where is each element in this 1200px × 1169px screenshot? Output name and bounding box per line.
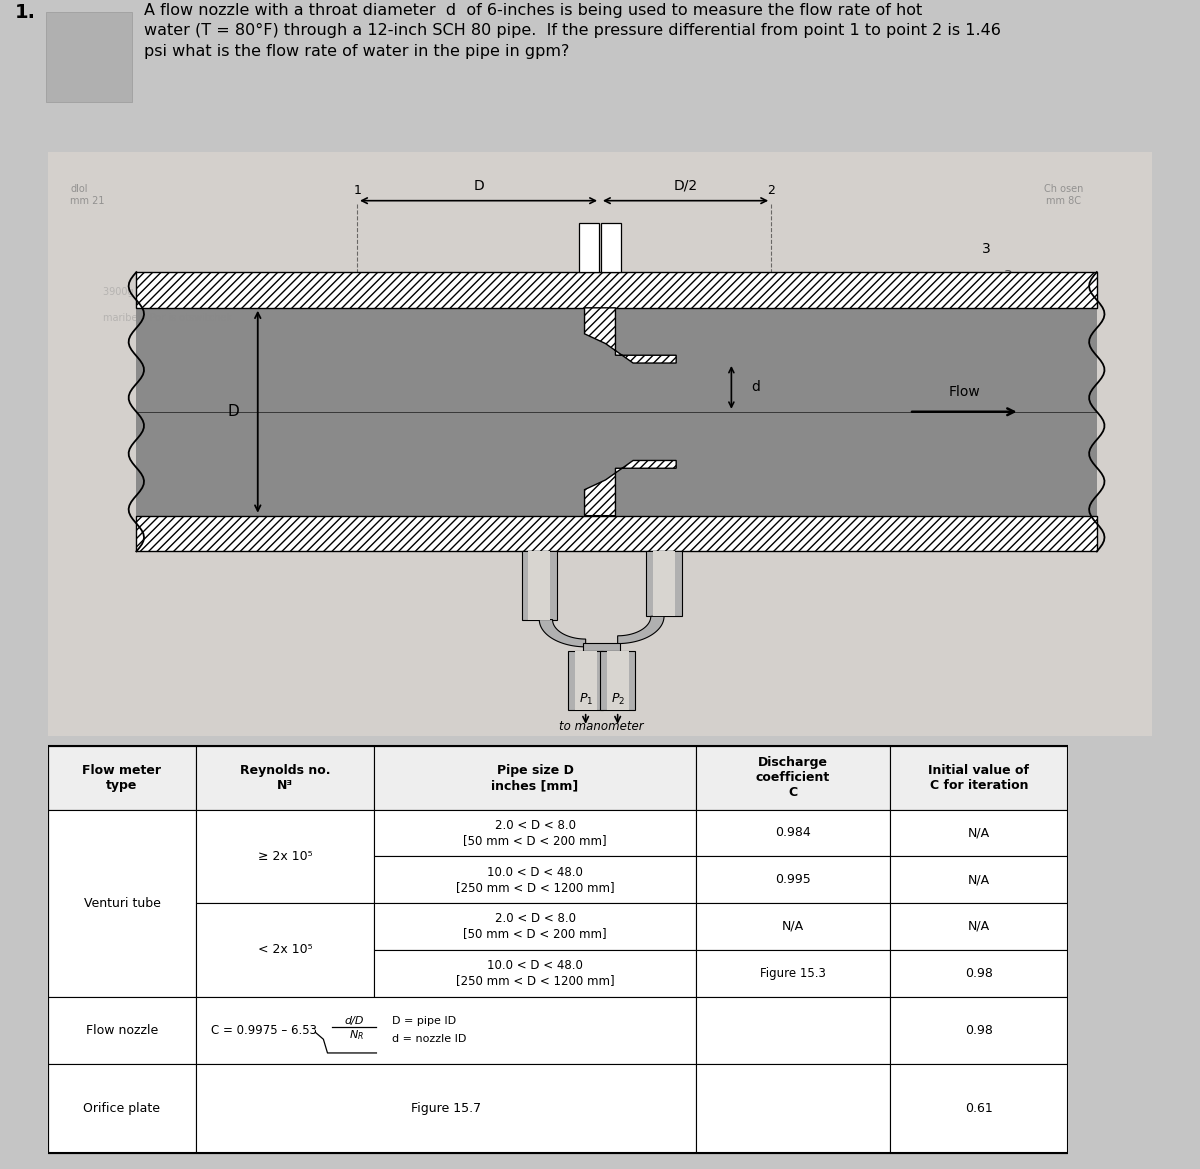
Text: 0.98: 0.98	[965, 967, 992, 980]
Text: 3: 3	[1004, 269, 1013, 283]
Bar	[196, 997, 696, 1064]
Text: D: D	[228, 404, 239, 420]
Text: $P_2$: $P_2$	[611, 692, 625, 706]
Bar	[889, 1064, 1068, 1153]
Text: Pipe size D
inches [mm]: Pipe size D inches [mm]	[492, 765, 578, 791]
Text: N/A: N/A	[781, 920, 804, 933]
Text: d/D: d/D	[344, 1016, 364, 1025]
Text: 3: 3	[982, 242, 991, 256]
Bar	[696, 1064, 889, 1153]
Bar	[196, 902, 374, 997]
Text: Figure 15.7: Figure 15.7	[410, 1102, 481, 1115]
Bar	[889, 997, 1068, 1064]
Bar	[696, 949, 889, 997]
Bar	[137, 307, 1097, 516]
Bar	[696, 856, 889, 902]
Text: Flow: Flow	[948, 385, 980, 399]
Bar	[374, 747, 696, 809]
Text: 2.0 < D < 8.0
[50 mm < D < 200 mm]: 2.0 < D < 8.0 [50 mm < D < 200 mm]	[463, 913, 607, 940]
Bar	[583, 643, 620, 651]
Bar	[889, 856, 1068, 902]
Bar	[137, 272, 1097, 307]
Bar	[48, 809, 196, 997]
Text: Initial value of
C for iteration: Initial value of C for iteration	[929, 765, 1030, 791]
Text: 2.0 < D < 8.0
[50 mm < D < 200 mm]: 2.0 < D < 8.0 [50 mm < D < 200 mm]	[463, 819, 607, 846]
Bar	[580, 223, 599, 272]
Text: 1.: 1.	[14, 4, 36, 22]
Bar	[196, 747, 374, 809]
Text: 3900g pitfosteobyl piso: 3900g pitfosteobyl piso	[103, 286, 218, 297]
Bar	[374, 856, 696, 902]
Bar	[647, 552, 682, 616]
Text: 1: 1	[353, 185, 361, 198]
Bar	[196, 809, 374, 902]
Bar	[889, 747, 1068, 809]
Bar	[48, 747, 196, 809]
Text: d: d	[751, 380, 760, 394]
Bar	[575, 651, 596, 711]
Text: Figure 15.3: Figure 15.3	[760, 967, 826, 980]
Polygon shape	[584, 307, 676, 364]
Text: D/2: D/2	[674, 179, 698, 193]
Bar	[601, 223, 620, 272]
Text: A flow nozzle with a throat diameter  d  of 6-inches is being used to measure th: A flow nozzle with a throat diameter d o…	[144, 4, 1001, 58]
Bar	[653, 552, 676, 616]
Bar	[889, 949, 1068, 997]
Bar	[696, 809, 889, 856]
Bar	[696, 902, 889, 949]
Text: 2: 2	[767, 185, 775, 198]
FancyBboxPatch shape	[46, 12, 132, 102]
Text: N/A: N/A	[967, 873, 990, 886]
Text: Flow meter
type: Flow meter type	[83, 765, 162, 791]
Bar	[696, 997, 889, 1064]
Text: dlol
mm 21: dlol mm 21	[70, 185, 104, 206]
Bar	[607, 651, 629, 711]
Text: $P_1$: $P_1$	[578, 692, 593, 706]
Text: C = 0.9975 – 6.53: C = 0.9975 – 6.53	[211, 1024, 317, 1037]
Bar	[889, 902, 1068, 949]
Bar	[374, 902, 696, 949]
Bar	[137, 516, 1097, 552]
Text: 0.984: 0.984	[775, 826, 810, 839]
Bar	[374, 809, 696, 856]
Bar	[374, 949, 696, 997]
Text: Flow nozzle: Flow nozzle	[86, 1024, 158, 1037]
Text: N/A: N/A	[967, 920, 990, 933]
Bar	[48, 997, 196, 1064]
Polygon shape	[584, 461, 676, 516]
Text: Venturi tube: Venturi tube	[84, 897, 161, 909]
Text: N/A: N/A	[967, 826, 990, 839]
Text: Discharge
coefficient
C: Discharge coefficient C	[756, 756, 829, 800]
Bar	[48, 1064, 196, 1153]
Polygon shape	[539, 620, 586, 646]
Polygon shape	[618, 616, 664, 644]
Bar	[522, 552, 557, 620]
Bar	[196, 1064, 696, 1153]
Bar	[696, 747, 889, 809]
Bar	[568, 651, 604, 711]
Text: $N_R$: $N_R$	[348, 1028, 364, 1042]
Text: to manometer: to manometer	[559, 720, 644, 733]
Text: D = pipe ID: D = pipe ID	[391, 1016, 456, 1026]
Text: D: D	[473, 179, 484, 193]
Text: < 2x 10⁵: < 2x 10⁵	[258, 943, 312, 956]
Text: Orifice plate: Orifice plate	[84, 1102, 161, 1115]
Text: Reynolds no.
Nᴲ: Reynolds no. Nᴲ	[240, 765, 330, 791]
Text: 0.61: 0.61	[965, 1102, 992, 1115]
Text: maribelb Por is otswitchek: maribelb Por is otswitchek	[103, 313, 233, 323]
Text: 0.995: 0.995	[775, 873, 810, 886]
Text: d = nozzle ID: d = nozzle ID	[391, 1035, 466, 1044]
Bar	[889, 809, 1068, 856]
Bar	[600, 651, 635, 711]
Text: 0.98: 0.98	[965, 1024, 992, 1037]
Text: 10.0 < D < 48.0
[250 mm < D < 1200 mm]: 10.0 < D < 48.0 [250 mm < D < 1200 mm]	[456, 960, 614, 987]
Text: 10.0 < D < 48.0
[250 mm < D < 1200 mm]: 10.0 < D < 48.0 [250 mm < D < 1200 mm]	[456, 866, 614, 893]
Bar	[528, 552, 551, 620]
Text: ≥ 2x 10⁵: ≥ 2x 10⁵	[258, 850, 312, 863]
Text: Ch osen
mm 8C: Ch osen mm 8C	[1044, 185, 1084, 206]
